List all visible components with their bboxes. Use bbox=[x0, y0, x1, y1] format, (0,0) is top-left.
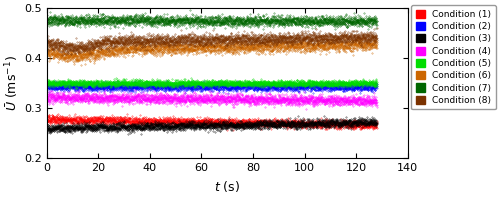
Legend: Condition (1), Condition (2), Condition (3), Condition (4), Condition (5), Condi: Condition (1), Condition (2), Condition … bbox=[412, 5, 496, 109]
Y-axis label: $\bar{U}$ (ms$^{-1}$): $\bar{U}$ (ms$^{-1}$) bbox=[4, 55, 21, 111]
X-axis label: $t$ (s): $t$ (s) bbox=[214, 179, 240, 194]
